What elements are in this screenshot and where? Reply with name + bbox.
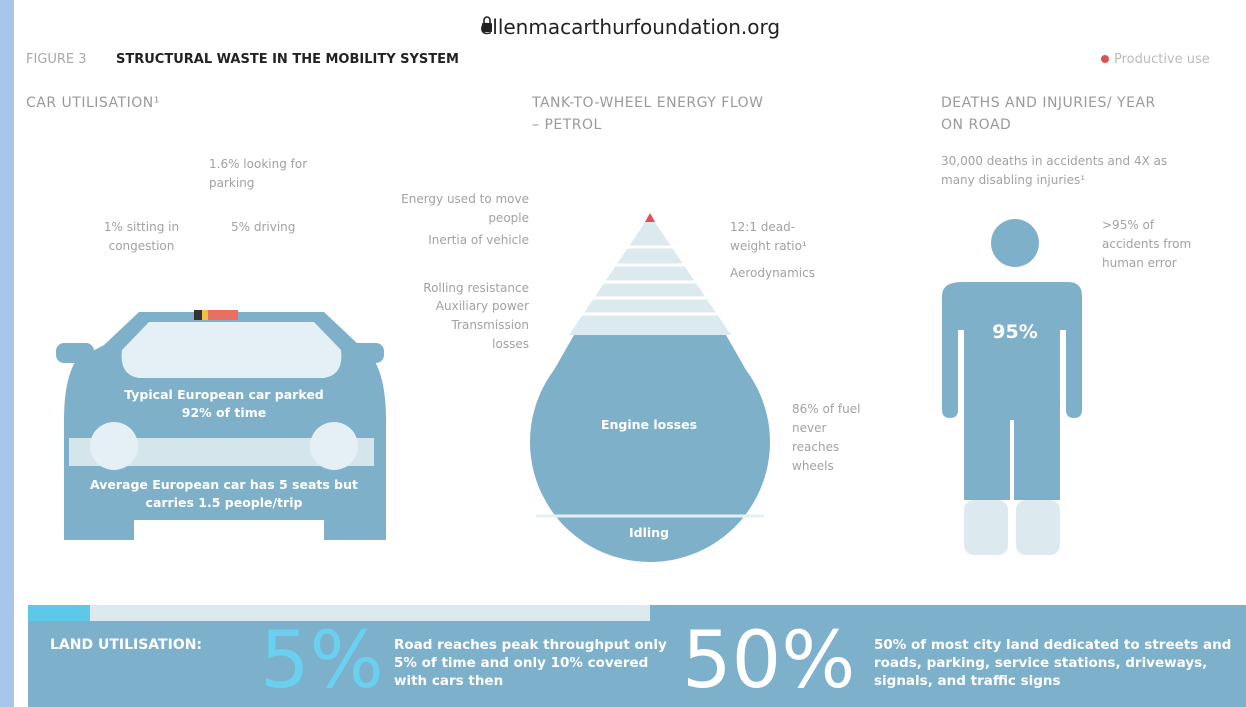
land-title: LAND UTILISATION: [50, 636, 202, 654]
land-text-2: 50% of most city land dedicated to stree… [874, 636, 1246, 690]
car-label: 1.6% looking for parking [209, 155, 319, 193]
car-title: CAR UTILISATION¹ [26, 92, 160, 114]
deaths-title: DEATHS AND INJURIES/ YEAR ON ROAD [941, 92, 1181, 136]
energy-left-label: Energy used to move people [394, 190, 529, 228]
car-label: 5% driving [231, 218, 331, 237]
idling: Idling [599, 524, 699, 542]
legend-dot [1101, 55, 1109, 63]
energy-title: TANK-TO-WHEEL ENERGY FLOW – PETROL [532, 92, 772, 136]
energy-left-label: Auxiliary power [374, 297, 529, 316]
figure-label: FIGURE 3 [26, 50, 87, 69]
engine-losses: Engine losses [574, 416, 724, 434]
energy-left-label: Rolling resistance [374, 279, 529, 298]
deaths-note: 30,000 deaths in accidents and 4X as man… [941, 152, 1171, 190]
car-label: 1% sitting in congestion [89, 218, 194, 256]
land-stat-2: 50% [682, 616, 855, 706]
web-page: ellenmacarthurfoundation.org FIGURE 3 ST… [14, 0, 1246, 707]
energy-right-label: Aerodynamics [730, 264, 860, 283]
land-strip-accent [28, 605, 90, 621]
energy-left-label: Transmission losses [434, 316, 529, 354]
energy-right-label: 12:1 dead-weight ratio¹ [730, 218, 830, 256]
land-text-1: Road reaches peak throughput only 5% of … [394, 636, 679, 690]
figure-title: STRUCTURAL WASTE IN THE MOBILITY SYSTEM [116, 50, 459, 69]
land-stat-1: 5% [260, 616, 384, 706]
person-figure [942, 219, 1082, 555]
car-parked: Typical European car parked 92% of time [109, 386, 339, 422]
screen: ellenmacarthurfoundation.org FIGURE 3 ST… [0, 0, 1246, 707]
human-error: >95% of accidents from human error [1102, 216, 1207, 273]
url: ellenmacarthurfoundation.org [14, 14, 1246, 40]
car-seats: Average European car has 5 seats but car… [84, 476, 364, 512]
energy-right-label: 86% of fuel never reaches wheels [792, 400, 877, 476]
legend-label: Productive use [1114, 50, 1210, 69]
figure-value: 95% [974, 320, 1056, 344]
energy-left-label: Inertia of vehicle [374, 231, 529, 250]
